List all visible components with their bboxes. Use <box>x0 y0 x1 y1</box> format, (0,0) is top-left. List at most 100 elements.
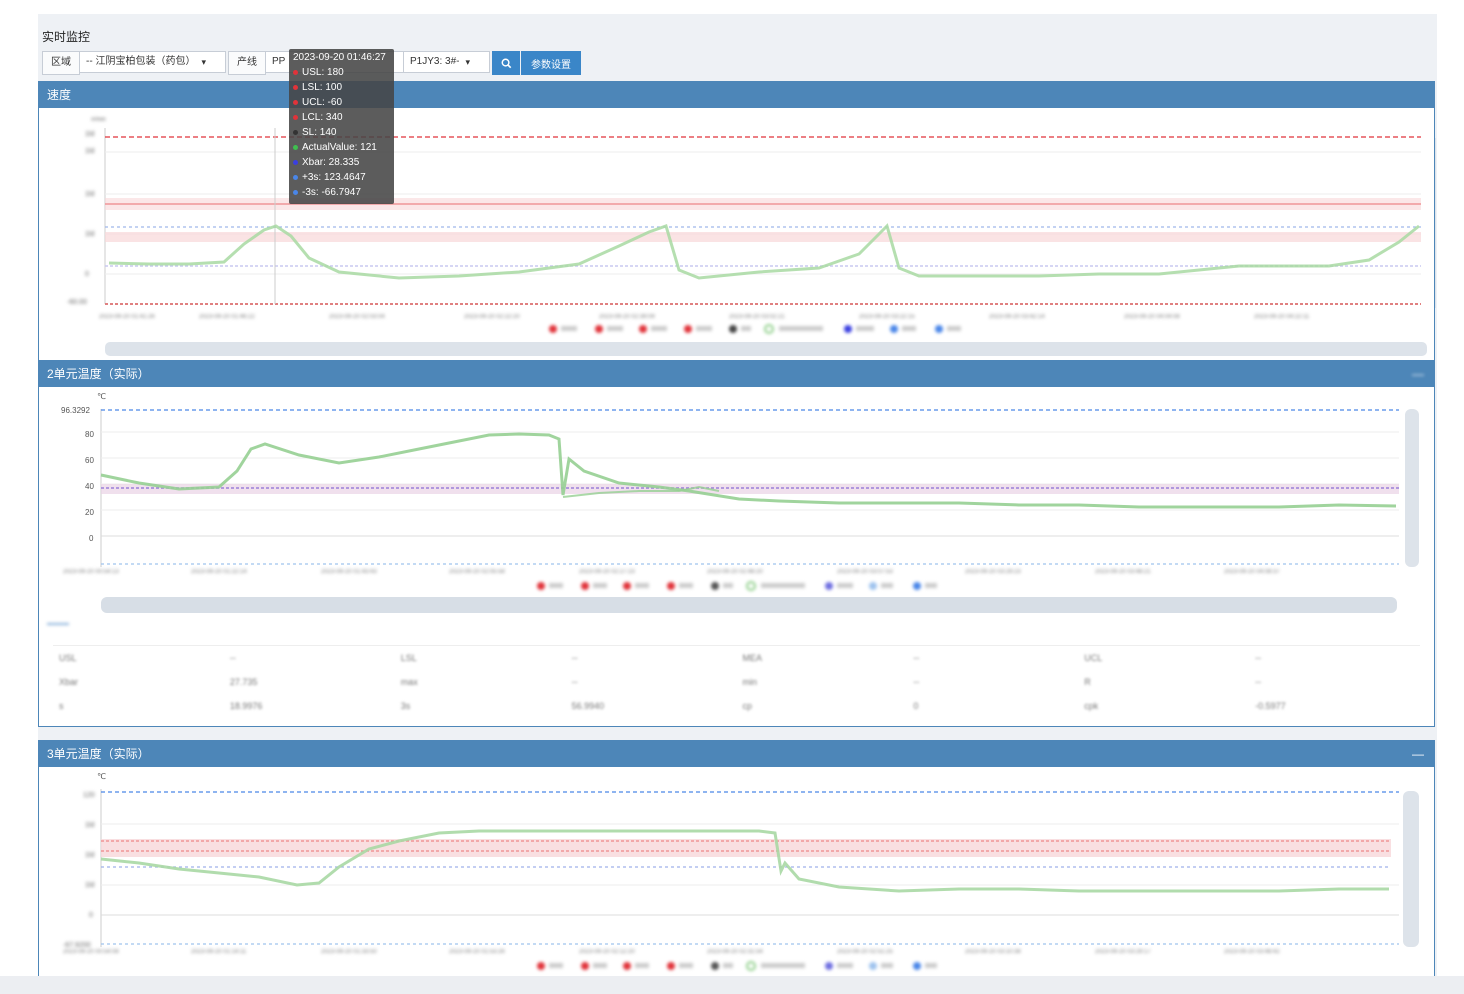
svg-text:2023-09-20 02:31:54: 2023-09-20 02:31:54 <box>707 949 763 955</box>
svg-text:2023-09-20 03:10:38: 2023-09-20 03:10:38 <box>965 949 1021 955</box>
svg-text:2023-09-20 01:22:14: 2023-09-20 01:22:14 <box>191 569 247 575</box>
temp2-tick: 60 <box>85 456 94 465</box>
region-label: 区域 <box>42 51 80 75</box>
tooltip-row: LSL: 100 <box>293 80 390 95</box>
tooltip-row: +3s: 123.4647 <box>293 170 390 185</box>
temp3-panel: 3单元温度（实际） — ℃ 120 1ld 1ld 1ld 0 -67.9200 <box>38 740 1435 976</box>
svg-text:2023-09-20 03:42:14: 2023-09-20 03:42:14 <box>989 314 1045 320</box>
svg-text:2023-09-20 03:02:21: 2023-09-20 03:02:21 <box>729 314 785 320</box>
tooltip-row-label: LCL: 340 <box>302 112 343 123</box>
speed-tooltip: 2023-09-20 01:46:27 USL: 180 LSL: 100 UCL:… <box>289 49 394 204</box>
svg-text:2023-09-20 01:46:22: 2023-09-20 01:46:22 <box>199 314 255 320</box>
svg-text:1ld: 1ld <box>85 852 94 859</box>
svg-text:2023-09-20 02:27:23: 2023-09-20 02:27:23 <box>579 569 635 575</box>
temp2-panel: 2单元温度（实际） — ℃ 96.3292 80 60 40 20 0 <box>38 360 1435 727</box>
tooltip-row-label: USL: 180 <box>302 67 344 78</box>
speed-panel-header[interactable]: 速度 <box>39 82 1434 108</box>
legend-dot-icon <box>293 145 298 150</box>
region-select[interactable]: -- 江阴宝柏包装（药包） ▾ <box>80 51 226 73</box>
tooltip-row-label: ActualValue: 121 <box>302 142 377 153</box>
temp3-chart: ℃ 120 1ld 1ld 1ld 0 -67.9200 <box>39 767 1434 982</box>
svg-text:0: 0 <box>85 271 89 278</box>
tooltip-row: ActualValue: 121 <box>293 140 390 155</box>
tooltip-row-label: LSL: 100 <box>302 82 343 93</box>
chevron-down-icon: ▾ <box>465 57 471 67</box>
tooltip-row-label: UCL: -60 <box>302 97 343 108</box>
panel-title: 2单元温度（实际） <box>47 367 150 381</box>
region-select-value: -- 江阴宝柏包装（药包） <box>86 56 196 67</box>
device-select-value: P1JY3: 3#- <box>410 56 460 67</box>
svg-text:120: 120 <box>83 792 95 799</box>
svg-text:1ld: 1ld <box>85 131 94 138</box>
collapse-icon[interactable]: — <box>1412 367 1424 381</box>
svg-text:2023-09-20 03:29:17: 2023-09-20 03:29:17 <box>1095 949 1151 955</box>
page-title: 实时监控 <box>42 30 91 44</box>
tooltip-row: UCL: -60 <box>293 95 390 110</box>
tooltip-row: LCL: 340 <box>293 110 390 125</box>
svg-text:1ld: 1ld <box>85 822 94 829</box>
svg-text:0: 0 <box>89 912 93 919</box>
svg-text:2023-09-20 03:22:15: 2023-09-20 03:22:15 <box>859 314 915 320</box>
temp2-tick: 0 <box>89 534 94 543</box>
svg-text:2023-09-20 04:22:11: 2023-09-20 04:22:11 <box>1254 314 1310 320</box>
tooltip-rows: USL: 180 LSL: 100 UCL: -60 LCL: 340 SL: 140 A… <box>293 65 390 200</box>
svg-text:2023-09-20 03:29:23: 2023-09-20 03:29:23 <box>965 569 1021 575</box>
svg-text:2023-09-20 01:33:50: 2023-09-20 01:33:50 <box>321 949 377 955</box>
footer-bar <box>0 976 1464 994</box>
svg-text:1ld: 1ld <box>85 231 94 238</box>
temp3-panel-header[interactable]: 3单元温度（实际） — <box>39 741 1434 767</box>
svg-text:-67.9200: -67.9200 <box>63 942 91 949</box>
legend-dot-icon <box>293 85 298 90</box>
svg-text:2023-09-20 01:53:26: 2023-09-20 01:53:26 <box>449 949 505 955</box>
tooltip-time: 2023-09-20 01:46:27 <box>293 52 386 63</box>
legend-dot-icon <box>293 70 298 75</box>
line-select-value: PP <box>272 56 286 67</box>
monitor-page: 实时监控 区域 -- 江阴宝柏包装（药包） ▾ 产线 PP P1JY3: 3#-… <box>38 14 1439 976</box>
svg-text:2023-09-20 04:04:08: 2023-09-20 04:04:08 <box>1124 314 1180 320</box>
legend-dot-icon <box>293 160 298 165</box>
temp2-zoom-slider[interactable] <box>101 597 1397 613</box>
tooltip-row-label: -3s: -66.7947 <box>302 187 361 198</box>
svg-text:2023-09-20 02:48:20: 2023-09-20 02:48:20 <box>707 569 763 575</box>
svg-text:2023-09-20 02:51:25: 2023-09-20 02:51:25 <box>837 949 893 955</box>
temp2-panel-header[interactable]: 2单元温度（实际） — <box>39 361 1434 387</box>
device-select[interactable]: P1JY3: 3#- ▾ <box>404 51 490 73</box>
svg-text:2023-09-20 02:39:09: 2023-09-20 02:39:09 <box>599 314 655 320</box>
svg-text:2023-09-20 02:22:20: 2023-09-20 02:22:20 <box>464 314 520 320</box>
tooltip-row: -3s: -66.7947 <box>293 185 390 200</box>
panel-title: 3单元温度（实际） <box>47 747 150 761</box>
table-row: s 18.9976 3s 56.9940 cp 0 cpk -0.5977 <box>59 701 1286 711</box>
table-row: USL -- LSL -- MEA -- UCL -- <box>59 653 1262 663</box>
tooltip-row-label: SL: 140 <box>302 127 337 138</box>
temp2-tick: 20 <box>85 508 94 517</box>
tooltip-row-label: Xbar: 28.335 <box>302 157 360 168</box>
speed-zoom-slider[interactable] <box>105 342 1427 356</box>
legend-dot-icon <box>293 130 298 135</box>
speed-chart-svg: #/min 1ld 1ld 1ld 1ld 0 -60.00 <box>67 117 1439 356</box>
svg-text:2023-09-20 00:54:08: 2023-09-20 00:54:08 <box>63 949 119 955</box>
line-label: 产线 <box>228 51 266 75</box>
chevron-down-icon: ▾ <box>201 57 206 67</box>
tooltip-row-label: +3s: 123.4647 <box>302 172 366 183</box>
svg-text:2023-09-20 01:41:26: 2023-09-20 01:41:26 <box>99 314 155 320</box>
temp2-ymax-label: 96.3292 <box>61 406 90 415</box>
svg-text:2023-09-20 01:43:43: 2023-09-20 01:43:43 <box>321 569 377 575</box>
legend-dot-icon <box>293 175 298 180</box>
temp2-chart-svg: ℃ 96.3292 80 60 40 20 0 <box>47 392 1419 625</box>
collapse-icon[interactable]: — <box>1412 747 1424 761</box>
svg-text:1ld: 1ld <box>85 148 94 155</box>
temp3-chart-svg: ℃ 120 1ld 1ld 1ld 0 -67.9200 <box>63 772 1419 971</box>
svg-text:-60.00: -60.00 <box>67 299 87 306</box>
svg-text:2023-09-20 04:08:37: 2023-09-20 04:08:37 <box>1224 569 1280 575</box>
temp2-unit: ℃ <box>97 392 106 401</box>
params-button[interactable]: 参数设置 <box>521 51 581 75</box>
search-button[interactable] <box>492 51 520 75</box>
speed-chart: #/min 1ld 1ld 1ld 1ld 0 -60.00 <box>39 108 1439 365</box>
svg-text:2023-09-20 02:05:58: 2023-09-20 02:05:58 <box>449 569 505 575</box>
search-icon <box>501 58 511 68</box>
legend-dot-icon <box>293 100 298 105</box>
tooltip-row: USL: 180 <box>293 65 390 80</box>
legend-dot-icon <box>293 115 298 120</box>
temp2-chart: ℃ 96.3292 80 60 40 20 0 <box>39 387 1434 732</box>
table-row: Xbar 27.735 max -- min -- R -- <box>59 677 1262 687</box>
